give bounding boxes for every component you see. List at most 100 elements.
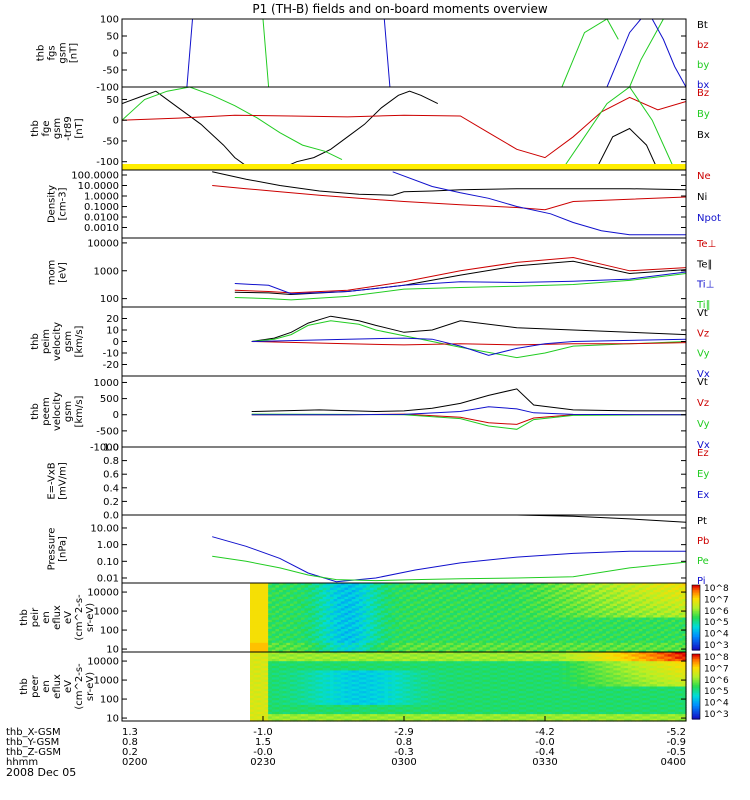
heatmap-cell [406, 645, 411, 648]
heatmap-cell [446, 594, 451, 598]
heatmap-cell [319, 633, 324, 637]
heatmap-cell [297, 589, 302, 593]
heatmap-cell [366, 612, 371, 616]
heatmap-cell [253, 603, 258, 607]
heatmap-cell [649, 640, 654, 644]
heatmap-cell [471, 633, 476, 637]
heatmap-cell [460, 617, 465, 621]
heatmap-cell [562, 612, 567, 616]
heatmap-cell [373, 658, 378, 662]
y-tick-label: -50 [103, 66, 119, 77]
heatmap-cell [584, 631, 589, 635]
heatmap-cell [515, 603, 520, 607]
heatmap-cell [289, 587, 295, 591]
heatmap-cell [377, 686, 382, 690]
heatmap-cell [551, 624, 556, 628]
heatmap-cell [526, 619, 531, 623]
heatmap-cell [344, 642, 349, 646]
heatmap-cell [362, 649, 367, 653]
heatmap-cell [362, 716, 367, 720]
heatmap-cell [260, 596, 266, 600]
legend-entry: Pi [697, 576, 706, 587]
heatmap-cell [329, 656, 335, 660]
heatmap-cell [377, 612, 382, 616]
heatmap-cell [573, 585, 578, 589]
heatmap-cell [333, 656, 338, 660]
heatmap-cell [279, 709, 284, 713]
heatmap-cell [511, 629, 516, 632]
heatmap-cell [315, 596, 320, 600]
heatmap-cell [268, 668, 273, 671]
heatmap-cell [366, 691, 371, 694]
heatmap-cell [253, 596, 258, 600]
heatmap-cell [649, 601, 654, 605]
y-tick-label: 0.10 [97, 557, 119, 568]
heatmap-cell [562, 592, 567, 596]
heatmap-cell [380, 645, 386, 648]
heatmap-cell [282, 700, 287, 704]
heatmap-cell [595, 583, 600, 586]
heatmap-cell [486, 592, 491, 596]
heatmap-cell [595, 622, 600, 625]
heatmap-cell [250, 596, 255, 600]
heatmap-cell [504, 631, 509, 635]
heatmap-cell [507, 635, 513, 639]
y-axis-label-line: gsm [52, 118, 63, 139]
y-axis-label-line: peem [41, 397, 52, 425]
heatmap-cell [253, 668, 258, 671]
heatmap-cell [297, 709, 302, 713]
heatmap-cell [268, 608, 273, 612]
heatmap-cell [377, 656, 382, 660]
heatmap-cell [638, 615, 643, 619]
heatmap-cell [315, 606, 320, 609]
heatmap-cell [300, 679, 306, 683]
heatmap-cell [304, 649, 309, 653]
heatmap-cell [319, 596, 324, 600]
heatmap-cell [515, 587, 520, 591]
heatmap-cell [257, 608, 262, 612]
heatmap-cell [471, 606, 476, 609]
heatmap-cell [359, 610, 364, 614]
heatmap-cell [537, 649, 542, 653]
heatmap-cell [587, 622, 593, 625]
heatmap-cell [337, 663, 342, 667]
heatmap-cell [355, 587, 360, 591]
heatmap-cell [475, 587, 480, 591]
heatmap-cell [471, 617, 476, 621]
heatmap-cell [533, 635, 538, 639]
heatmap-cell [311, 693, 316, 697]
heatmap-cell [275, 718, 280, 722]
heatmap-cell [377, 707, 382, 711]
heatmap-cell [540, 642, 545, 646]
heatmap-cell [442, 640, 447, 644]
heatmap-cell [587, 645, 593, 648]
heatmap-cell [504, 649, 509, 653]
heatmap-cell [631, 587, 636, 591]
heatmap-cell [351, 649, 356, 653]
heatmap-cell [282, 707, 287, 711]
heatmap-cell [308, 638, 313, 642]
heatmap-cell [482, 642, 487, 646]
heatmap-cell [678, 617, 683, 621]
heatmap-cell [464, 617, 469, 621]
heatmap-cell [468, 642, 473, 646]
heatmap-cell [308, 663, 313, 667]
heatmap-cell [522, 631, 527, 635]
heatmap-cell [457, 629, 462, 632]
heatmap-cell [359, 670, 364, 674]
heatmap-cell [395, 615, 400, 619]
heatmap-cell [315, 670, 320, 674]
heatmap-cell [482, 583, 487, 586]
y-tick-label: 0.8 [103, 456, 119, 467]
legend-entry: Ez [697, 448, 709, 459]
heatmap-cell [297, 642, 302, 646]
heatmap-cell [289, 603, 295, 607]
heatmap-cell [417, 638, 422, 642]
heatmap-cell [493, 624, 498, 628]
heatmap-cell [526, 601, 531, 605]
heatmap-cell [518, 622, 524, 625]
heatmap-cell [613, 647, 618, 651]
colorbar-segment [692, 625, 700, 628]
heatmap-cell [257, 592, 262, 596]
heatmap-cell [631, 645, 636, 648]
